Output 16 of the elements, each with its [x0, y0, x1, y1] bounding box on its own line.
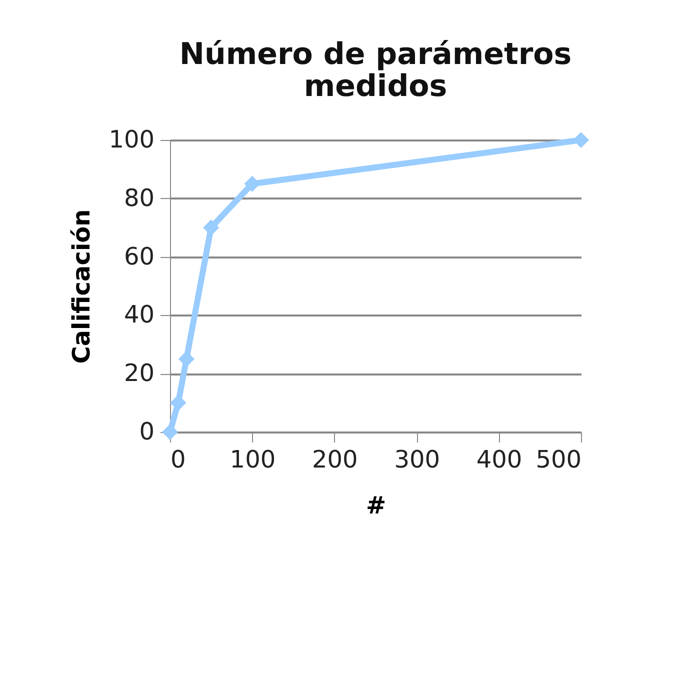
y-axis-title: Calificación — [68, 209, 96, 364]
y-tick-label: 60 — [124, 242, 154, 270]
y-tick-label: 100 — [108, 126, 154, 154]
text: medidos — [304, 69, 448, 104]
x-tick-label: 200 — [312, 446, 358, 474]
x-tick-label: 0 — [170, 446, 186, 474]
x-tick-label: 100 — [230, 446, 276, 474]
x-tick-label: 500 — [536, 446, 582, 474]
y-tick-label: 0 — [139, 418, 154, 446]
x-tick-label: 400 — [476, 446, 522, 474]
y-tick-label: 20 — [124, 359, 154, 388]
text: Número de parámetros — [179, 37, 572, 72]
y-tick-label: 80 — [124, 184, 154, 212]
x-tick-label: 300 — [394, 446, 440, 474]
x-axis-title: # — [366, 492, 386, 520]
y-tick-label: 40 — [124, 300, 154, 329]
